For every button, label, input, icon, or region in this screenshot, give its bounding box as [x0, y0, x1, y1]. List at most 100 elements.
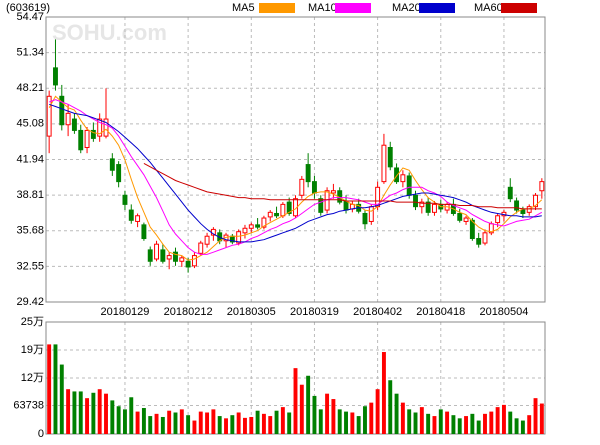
volume-bar	[97, 389, 102, 434]
candle-body	[109, 158, 115, 171]
ma-line	[49, 99, 543, 255]
candle-body	[173, 251, 178, 262]
candle-body	[387, 146, 393, 168]
volume-bar	[312, 395, 317, 434]
candle-body	[204, 235, 210, 245]
candle-body	[166, 255, 172, 260]
legend-label: MA5	[232, 2, 255, 14]
volume-bar	[186, 415, 191, 434]
volume-bar	[426, 413, 431, 434]
volume-bar	[299, 384, 304, 434]
candle-body	[311, 181, 317, 194]
volume-bar	[236, 412, 241, 434]
volume-bar	[356, 416, 361, 434]
volume-bar	[331, 399, 336, 434]
candle-body	[97, 118, 103, 137]
candle-body	[53, 67, 58, 86]
chart-title: (603619)	[6, 2, 50, 14]
watermark: SOHU.com	[52, 20, 167, 45]
ma-line	[143, 162, 542, 210]
y-tick-label: 63738	[13, 399, 44, 411]
y-tick-label: 48.21	[16, 82, 44, 94]
candle-body	[191, 255, 197, 267]
ma-line	[49, 103, 542, 243]
volume-bar	[122, 409, 127, 434]
candle-body	[318, 198, 324, 213]
volume-bar	[135, 411, 140, 434]
x-tick-label: 20180212	[164, 306, 213, 318]
candle-body	[141, 224, 147, 240]
volume-bar	[445, 411, 450, 434]
volume-bar	[369, 402, 374, 434]
candle-body	[457, 212, 463, 221]
candle-body	[236, 231, 242, 244]
volume-bar	[470, 413, 475, 434]
candle-body	[520, 209, 526, 214]
y-tick-label: 41.94	[16, 153, 44, 165]
candle-body	[381, 144, 387, 183]
candle-body	[514, 200, 520, 211]
legend-swatch	[335, 3, 371, 13]
volume-bar	[495, 407, 500, 434]
y-tick-label: 54.47	[16, 11, 44, 23]
candle-body	[299, 178, 305, 196]
legend-label: MA10	[308, 2, 337, 14]
candle-body	[65, 112, 71, 126]
y-tick-label: 32.55	[16, 260, 44, 272]
candle-body	[274, 212, 280, 217]
y-tick-label: 35.68	[16, 225, 44, 237]
candle-body	[160, 249, 166, 262]
volume-bar	[394, 393, 399, 434]
volume-bar	[85, 398, 90, 434]
volume-bar	[325, 393, 330, 434]
y-tick-label: 45.08	[16, 118, 44, 130]
candle-body	[482, 232, 488, 244]
candle-body	[539, 181, 545, 192]
volume-bar	[116, 406, 121, 434]
volume-bar	[306, 375, 311, 434]
volume-bar	[287, 412, 292, 434]
legend-swatch	[501, 3, 537, 13]
candle-body	[78, 129, 84, 151]
legend-swatch	[259, 3, 295, 13]
volume-bar	[438, 409, 443, 434]
legend-label: MA20	[392, 2, 421, 14]
volume-bar	[211, 409, 216, 434]
volume-bar	[53, 344, 58, 434]
y-tick-label: 0	[38, 428, 44, 440]
volume-bar	[192, 420, 197, 434]
x-tick-label: 20180129	[100, 306, 149, 318]
candle-body	[261, 217, 267, 228]
candle-body	[400, 174, 406, 183]
volume-bar	[230, 415, 235, 434]
volume-bar	[419, 407, 424, 434]
volume-bar	[451, 415, 456, 434]
candle-body	[46, 95, 52, 137]
volume-bar	[363, 406, 367, 434]
volume-bar	[476, 420, 481, 434]
candle-body	[343, 200, 349, 211]
candle-body	[59, 95, 65, 126]
candle-body	[90, 129, 96, 139]
y-tick-label: 38.81	[16, 189, 44, 201]
volume-bar	[154, 413, 159, 434]
x-tick-label: 20180418	[416, 306, 465, 318]
volume-bar	[274, 410, 279, 434]
candle-body	[122, 194, 128, 205]
volume-bar	[407, 409, 412, 434]
candle-body	[495, 215, 501, 224]
volume-bar	[508, 411, 513, 434]
candle-body	[368, 206, 374, 222]
volume-bar	[280, 407, 285, 434]
volume-bar	[432, 416, 437, 434]
volume-bar	[344, 411, 348, 434]
candle-body	[406, 175, 412, 196]
y-tick-label: 51.34	[16, 47, 44, 59]
volume-bar	[381, 352, 386, 434]
y-tick-label: 29.42	[16, 296, 44, 308]
candle-body	[84, 129, 90, 148]
volume-bar	[400, 402, 405, 434]
volume-bar	[350, 412, 355, 434]
plot-frame	[45, 16, 546, 303]
